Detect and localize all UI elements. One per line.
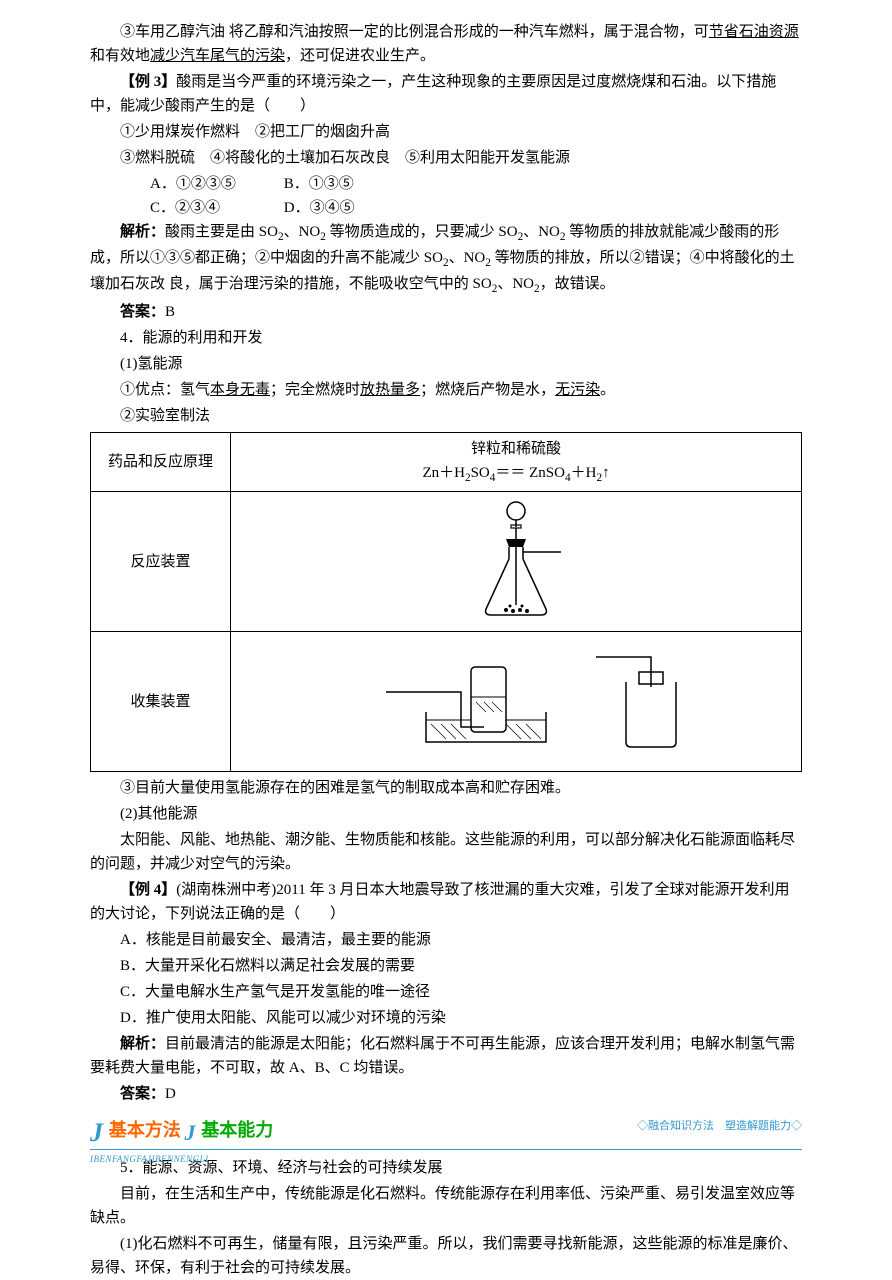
example-4-option-c: C．大量电解水生产氢气是开发氢能的唯一途径 bbox=[90, 980, 802, 1004]
section-5-p1: 目前，在生活和生产中，传统能源是化石燃料。传统能源存在利用率低、污染严重、易引发… bbox=[90, 1182, 802, 1230]
example-3-items-2: ③燃料脱硫 ④将酸化的土壤加石灰改良 ⑤利用太阳能开发氢能源 bbox=[90, 146, 802, 170]
banner-j-icon: J bbox=[185, 1115, 196, 1150]
option-b-label: B． bbox=[284, 176, 309, 192]
analysis-label: 解析： bbox=[120, 224, 165, 240]
section-5-p2: (1)化石燃料不可再生，储量有限，且污染严重。所以，我们需要寻找新能源，这些能源… bbox=[90, 1232, 802, 1280]
cell-reagent-content: 锌粒和稀硫酸 Zn＋H2SO4＝＝ ZnSO4＋H2↑ bbox=[231, 433, 802, 492]
banner-pinyin: IBENFANGFAJIBENNENGLI bbox=[90, 1152, 273, 1166]
text: ；燃烧后产物是水， bbox=[420, 382, 555, 398]
section-4-title: 4．能源的利用和开发 bbox=[90, 326, 802, 350]
cell-collection-label: 收集装置 bbox=[91, 632, 231, 772]
example-3-analysis: 解析：酸雨主要是由 SO2、NO2 等物质造成的，只要减少 SO2、NO2 等物… bbox=[90, 220, 802, 298]
text: ，还可促进农业生产。 bbox=[285, 48, 435, 64]
option-a-label: A． bbox=[150, 176, 176, 192]
option-c-label: C． bbox=[150, 200, 175, 216]
example-3-stem: 【例 3】酸雨是当今严重的环境污染之一，产生这种现象的主要原因是过度燃烧煤和石油… bbox=[90, 70, 802, 118]
collection-diagram-icon bbox=[306, 642, 726, 762]
section-4-other-energy: 太阳能、风能、地热能、潮汐能、生物质能和核能。这些能源的利用，可以部分解决化石能… bbox=[90, 828, 802, 876]
example-4-analysis: 解析：目前最清洁的能源是太阳能；化石燃料属于不可再生能源，应该合理开发利用；电解… bbox=[90, 1032, 802, 1080]
section-4-lab: ②实验室制法 bbox=[90, 404, 802, 428]
text: 、NO bbox=[497, 276, 534, 292]
banner-main-text: 基本方法 bbox=[109, 1116, 181, 1145]
banner-underline bbox=[90, 1149, 802, 1150]
analysis-label: 解析： bbox=[120, 1036, 165, 1052]
example-4-stem: 【例 4】(湖南株洲中考)2011 年 3 月日本大地震导致了核泄漏的重大灾难，… bbox=[90, 878, 802, 926]
example-4-answer: 答案：D bbox=[90, 1082, 802, 1106]
eq: ＋H bbox=[571, 465, 597, 481]
section-4-difficulty: ③目前大量使用氢能源存在的困难是氢气的制取成本高和贮存困难。 bbox=[90, 776, 802, 800]
analysis-text: 目前最清洁的能源是太阳能；化石燃料属于不可再生能源，应该合理开发利用；电解水制氢… bbox=[90, 1036, 795, 1076]
cell-apparatus-label: 反应装置 bbox=[91, 492, 231, 632]
text: 。 bbox=[600, 382, 615, 398]
example-text: (湖南株洲中考)2011 年 3 月日本大地震导致了核泄漏的重大灾难，引发了全球… bbox=[90, 882, 789, 922]
text: 、NO bbox=[284, 224, 321, 240]
answer-label: 答案： bbox=[120, 1086, 165, 1102]
text: 和有效地 bbox=[90, 48, 150, 64]
reagent-name: 锌粒和稀硫酸 bbox=[239, 437, 793, 461]
eq: Zn＋H bbox=[422, 465, 465, 481]
option-d-label: D． bbox=[284, 200, 310, 216]
section-banner: J 基本方法 J 基本能力 IBENFANGFAJIBENNENGLI ◇融合知… bbox=[90, 1112, 802, 1150]
options-row-1: A．①②③⑤ B．①③⑤ bbox=[90, 172, 802, 196]
text: 等物质造成的，只要减少 SO bbox=[326, 224, 518, 240]
table-row: 收集装置 bbox=[91, 632, 802, 772]
option-d: ③④⑤ bbox=[310, 200, 355, 216]
reaction-equation: Zn＋H2SO4＝＝ ZnSO4＋H2↑ bbox=[239, 461, 793, 487]
text: 、NO bbox=[523, 224, 560, 240]
text: ；完全燃烧时 bbox=[270, 382, 360, 398]
cell-collection-apparatus-diagram bbox=[231, 632, 802, 772]
example-4-option-b: B．大量开采化石燃料以满足社会发展的需要 bbox=[90, 954, 802, 978]
answer-value: D bbox=[165, 1086, 176, 1102]
text: ①优点：氢气 bbox=[120, 382, 210, 398]
banner-right-text: ◇融合知识方法 塑造解题能力◇ bbox=[637, 1118, 802, 1136]
example-4-option-a: A．核能是目前最安全、最清洁，最主要的能源 bbox=[90, 928, 802, 952]
answer-label: 答案： bbox=[120, 304, 165, 320]
table-row: 药品和反应原理 锌粒和稀硫酸 Zn＋H2SO4＝＝ ZnSO4＋H2↑ bbox=[91, 433, 802, 492]
banner-sub-text: 基本能力 bbox=[201, 1116, 273, 1145]
example-label: 【例 3】 bbox=[120, 74, 176, 90]
text: ③车用乙醇汽油 将乙醇和汽油按照一定的比例混合形成的一种汽车燃料，属于混合物，可 bbox=[120, 24, 709, 40]
underline-text: 本身无毒 bbox=[210, 382, 270, 398]
table-row: 反应装置 bbox=[91, 492, 802, 632]
underline-text: 无污染 bbox=[555, 382, 600, 398]
section-4-advantages: ①优点：氢气本身无毒；完全燃烧时放热量多；燃烧后产物是水，无污染。 bbox=[90, 378, 802, 402]
flask-diagram-icon bbox=[451, 497, 581, 627]
example-3-answer: 答案：B bbox=[90, 300, 802, 324]
banner-j-icon: J bbox=[90, 1112, 103, 1154]
example-label: 【例 4】 bbox=[120, 882, 176, 898]
para-ethanol-gasoline: ③车用乙醇汽油 将乙醇和汽油按照一定的比例混合形成的一种汽车燃料，属于混合物，可… bbox=[90, 20, 802, 68]
eq: ↑ bbox=[602, 465, 610, 481]
section-4-h1: (1)氢能源 bbox=[90, 352, 802, 376]
underline-text: 减少汽车尾气的污染 bbox=[150, 48, 285, 64]
cell-reagent-label: 药品和反应原理 bbox=[91, 433, 231, 492]
example-3-items-1: ①少用煤炭作燃料 ②把工厂的烟囱升高 bbox=[90, 120, 802, 144]
underline-text: 节省石油资源 bbox=[709, 24, 799, 40]
example-4-option-d: D．推广使用太阳能、风能可以减少对环境的污染 bbox=[90, 1006, 802, 1030]
example-text: 酸雨是当今严重的环境污染之一，产生这种现象的主要原因是过度燃烧煤和石油。以下措施… bbox=[90, 74, 776, 114]
text: 、NO bbox=[449, 250, 486, 266]
option-a: ①②③⑤ bbox=[176, 176, 236, 192]
text: ，故错误。 bbox=[540, 276, 615, 292]
answer-value: B bbox=[165, 304, 175, 320]
option-c: ②③④ bbox=[175, 200, 220, 216]
reagent-table: 药品和反应原理 锌粒和稀硫酸 Zn＋H2SO4＝＝ ZnSO4＋H2↑ 反应装置 bbox=[90, 432, 802, 772]
eq: SO bbox=[471, 465, 490, 481]
eq: ＝＝ ZnSO bbox=[495, 465, 565, 481]
underline-text: 放热量多 bbox=[360, 382, 420, 398]
options-row-2: C．②③④ D．③④⑤ bbox=[90, 196, 802, 220]
cell-reaction-apparatus-diagram bbox=[231, 492, 802, 632]
section-4-h2: (2)其他能源 bbox=[90, 802, 802, 826]
text: 酸雨主要是由 SO bbox=[165, 224, 278, 240]
option-b: ①③⑤ bbox=[309, 176, 354, 192]
